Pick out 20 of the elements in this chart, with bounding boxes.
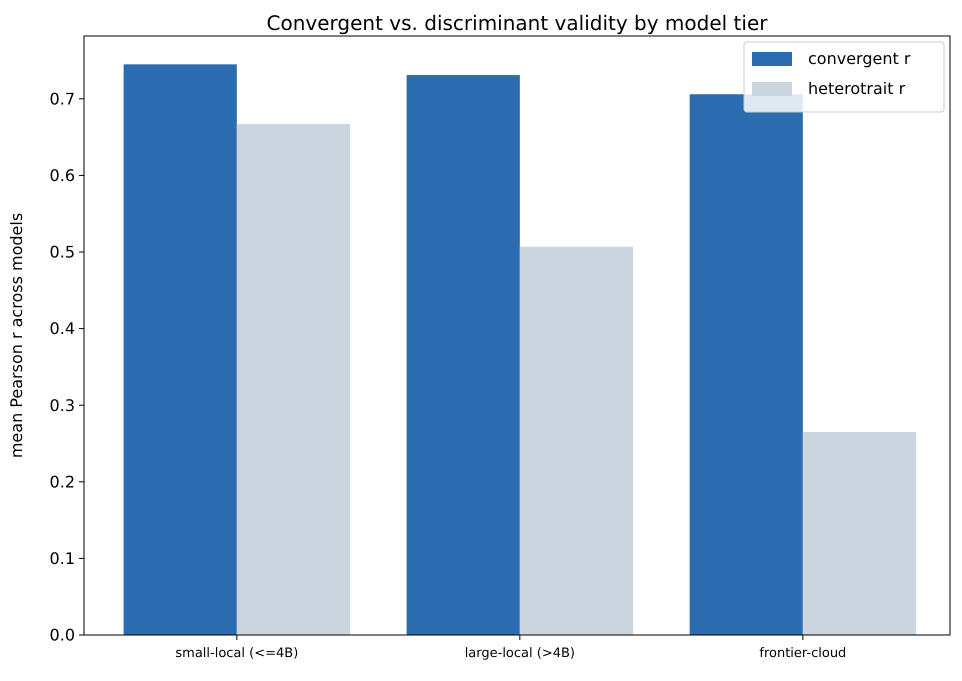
x-tick-label: frontier-cloud xyxy=(759,646,846,661)
y-tick-label: 0.2 xyxy=(50,472,75,492)
bar xyxy=(802,432,916,635)
bar xyxy=(406,75,520,635)
y-tick-label: 0.6 xyxy=(50,166,75,186)
y-tick-label: 0.5 xyxy=(50,242,75,262)
chart-title: Convergent vs. discriminant validity by model tier xyxy=(266,11,768,35)
bar xyxy=(236,124,350,635)
x-tick-label: large-local (>4B) xyxy=(464,646,575,661)
y-tick-label: 0.7 xyxy=(50,89,75,108)
bar xyxy=(520,246,634,635)
y-axis-title: mean Pearson r across models xyxy=(7,212,26,458)
bar xyxy=(124,64,237,635)
x-tick-label: small-local (<=4B) xyxy=(175,646,298,661)
y-tick-label: 0.0 xyxy=(50,626,75,645)
legend-label: heterotrait r xyxy=(808,79,906,98)
y-tick-label: 0.3 xyxy=(50,396,75,415)
y-tick-label: 0.4 xyxy=(50,319,75,338)
legend-label: convergent r xyxy=(808,49,911,68)
y-tick-label: 0.1 xyxy=(50,549,75,568)
